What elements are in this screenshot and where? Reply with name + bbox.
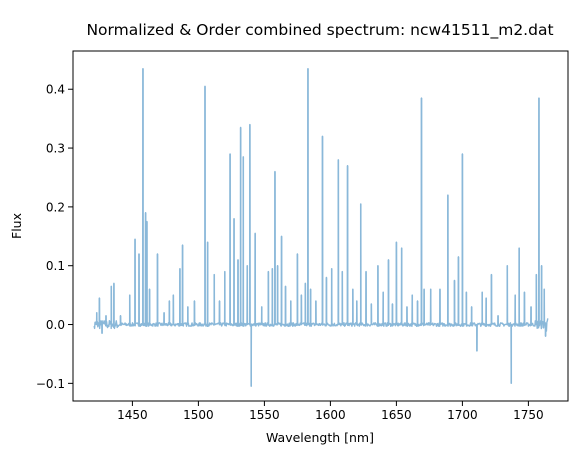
y-axis-label: Flux bbox=[9, 213, 24, 239]
y-tick-label: −0.1 bbox=[36, 377, 65, 391]
x-axis-ticks: 1450 1500 1550 1600 1650 1700 1750 bbox=[117, 401, 544, 422]
x-tick-label: 1600 bbox=[315, 408, 346, 422]
x-tick-label: 1650 bbox=[381, 408, 412, 422]
y-tick-label: 0.0 bbox=[46, 318, 65, 332]
axes-frame bbox=[72, 50, 569, 402]
chart-title: Normalized & Order combined spectrum: nc… bbox=[86, 21, 553, 40]
y-tick-label: 0.1 bbox=[46, 259, 65, 273]
x-axis-label: Wavelength [nm] bbox=[266, 430, 374, 445]
plot-region bbox=[93, 67, 549, 387]
series-layer bbox=[93, 67, 549, 387]
y-tick-label: 0.2 bbox=[46, 200, 65, 214]
y-tick-label: 0.4 bbox=[46, 83, 65, 97]
x-tick-label: 1500 bbox=[183, 408, 214, 422]
y-axis-ticks: −0.1 0.0 0.1 0.2 0.3 0.4 bbox=[36, 83, 73, 391]
y-tick-label: 0.3 bbox=[46, 142, 65, 156]
x-tick-label: 1550 bbox=[249, 408, 280, 422]
x-tick-label: 1450 bbox=[117, 408, 148, 422]
x-tick-label: 1700 bbox=[447, 408, 478, 422]
x-tick-label: 1750 bbox=[513, 408, 544, 422]
